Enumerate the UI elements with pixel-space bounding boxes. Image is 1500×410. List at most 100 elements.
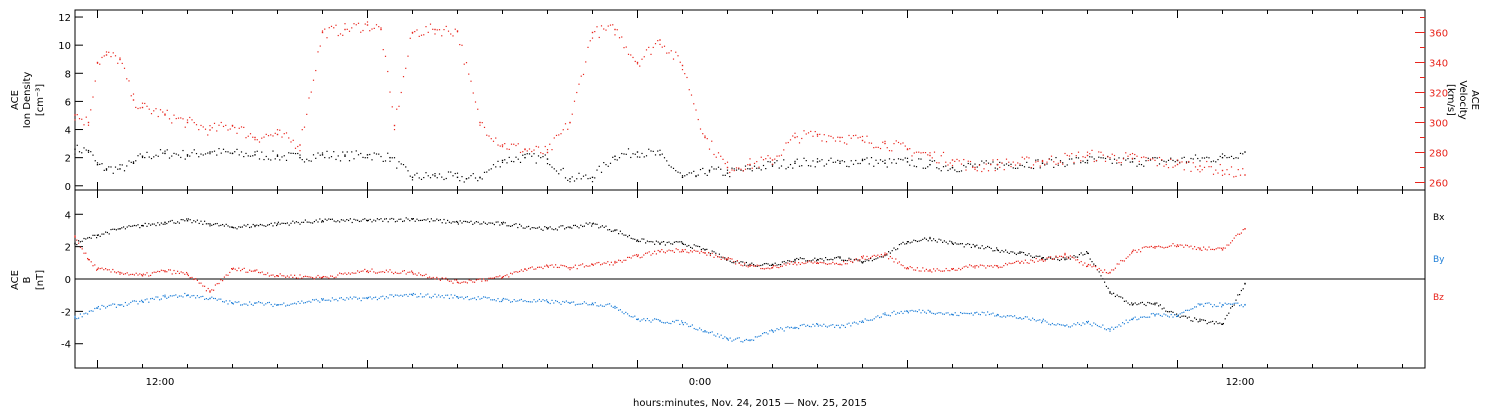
data-point xyxy=(688,325,690,328)
data-point xyxy=(735,169,738,171)
data-point xyxy=(832,259,834,261)
data-point xyxy=(492,164,495,166)
data-point xyxy=(1107,156,1109,158)
data-point xyxy=(243,303,245,305)
data-point xyxy=(130,273,132,276)
data-point xyxy=(196,295,198,297)
data-point xyxy=(911,309,913,312)
data-point xyxy=(159,299,161,301)
data-point xyxy=(74,114,76,116)
data-point xyxy=(256,150,258,152)
data-point xyxy=(277,275,279,277)
data-point xyxy=(693,249,695,251)
data-point xyxy=(110,228,112,231)
data-point xyxy=(1098,151,1100,153)
data-point xyxy=(641,152,643,155)
data-point xyxy=(391,271,393,273)
data-point xyxy=(1219,163,1221,166)
data-point xyxy=(718,256,720,258)
data-point xyxy=(321,299,324,301)
data-point xyxy=(672,250,674,252)
data-point xyxy=(209,125,211,127)
data-point xyxy=(186,155,189,157)
data-point xyxy=(357,270,359,272)
data-point xyxy=(121,164,123,166)
data-point xyxy=(951,268,953,270)
data-point xyxy=(1129,161,1131,163)
data-point xyxy=(1003,315,1005,317)
data-point xyxy=(677,249,679,251)
data-point xyxy=(1228,244,1230,246)
data-point xyxy=(781,328,783,330)
data-point xyxy=(740,264,742,266)
data-point xyxy=(1116,159,1118,161)
data-point xyxy=(839,327,841,329)
data-point xyxy=(648,251,650,253)
data-point xyxy=(265,273,267,276)
data-point xyxy=(477,278,479,281)
data-point xyxy=(628,234,630,237)
data-point xyxy=(645,155,648,157)
data-point xyxy=(229,152,231,154)
data-point xyxy=(218,298,220,300)
data-point xyxy=(762,159,765,161)
data-point xyxy=(519,223,521,225)
data-point xyxy=(715,335,717,337)
data-point xyxy=(396,220,398,222)
data-point xyxy=(402,164,405,166)
data-point xyxy=(981,245,983,247)
data-point xyxy=(292,220,294,222)
velocity-axis-label-line2: Velocity xyxy=(1457,80,1468,119)
data-point xyxy=(709,253,711,255)
data-point xyxy=(657,249,659,252)
data-point xyxy=(454,279,456,281)
data-point xyxy=(342,34,344,36)
data-point xyxy=(1024,316,1026,318)
data-point xyxy=(927,309,929,311)
data-point xyxy=(792,263,794,266)
data-point xyxy=(340,219,342,221)
data-point xyxy=(749,163,751,166)
data-point xyxy=(126,304,128,306)
data-point xyxy=(717,256,719,258)
data-point xyxy=(495,300,497,302)
data-point xyxy=(74,119,76,121)
data-point xyxy=(465,62,468,64)
data-point xyxy=(1010,165,1012,168)
data-point xyxy=(488,169,490,171)
data-point xyxy=(1010,251,1012,253)
data-point xyxy=(843,259,845,261)
data-point xyxy=(538,266,540,268)
data-point xyxy=(189,277,191,279)
data-point xyxy=(85,252,87,254)
data-point xyxy=(457,282,459,284)
data-point xyxy=(576,303,578,306)
data-point xyxy=(249,155,252,157)
data-point xyxy=(646,240,648,242)
data-point xyxy=(573,180,576,182)
data-point xyxy=(416,296,418,298)
data-point xyxy=(648,319,650,322)
data-point xyxy=(117,304,119,306)
data-point xyxy=(277,221,279,223)
data-point xyxy=(763,268,765,270)
data-point xyxy=(972,166,974,169)
data-point xyxy=(493,277,495,279)
data-point xyxy=(1242,288,1244,290)
data-point xyxy=(812,323,814,325)
data-point xyxy=(1230,155,1233,158)
data-point xyxy=(256,139,258,141)
data-point xyxy=(970,246,972,249)
data-point xyxy=(996,265,998,267)
data-point xyxy=(1035,159,1037,161)
data-point xyxy=(443,297,445,299)
data-point xyxy=(445,277,447,279)
data-point xyxy=(1123,260,1125,262)
data-point xyxy=(133,300,135,302)
data-point xyxy=(553,229,555,231)
data-point xyxy=(119,304,121,306)
data-point xyxy=(285,132,288,134)
data-point xyxy=(294,222,296,224)
data-point xyxy=(616,261,618,263)
data-point xyxy=(924,167,927,169)
